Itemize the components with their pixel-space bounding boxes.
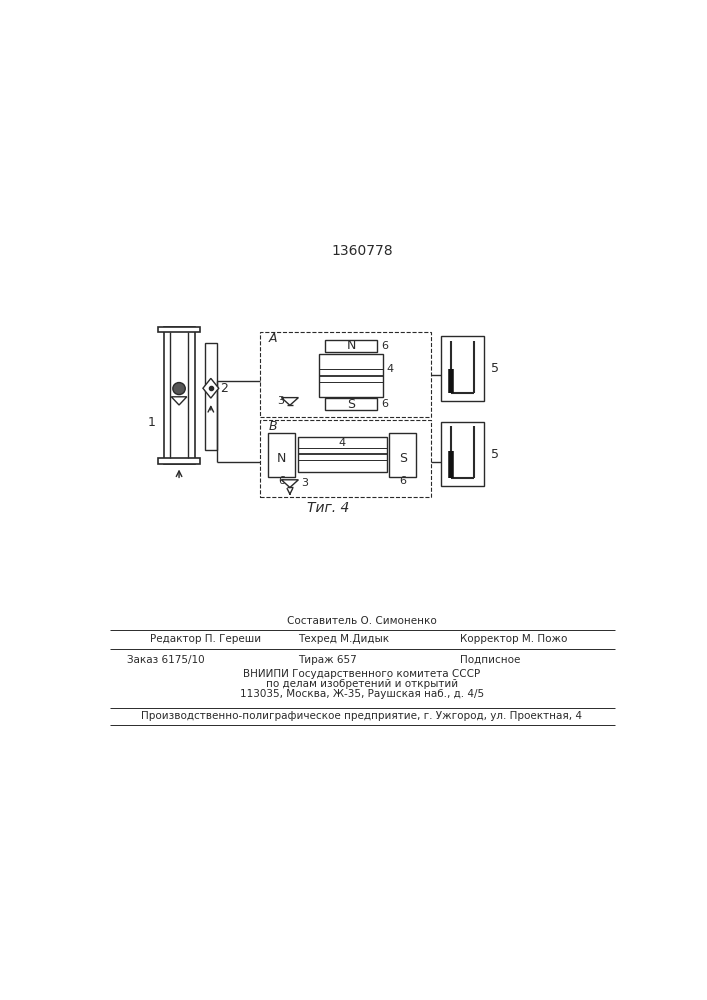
Text: Производственно-полиграфическое предприятие, г. Ужгород, ул. Проектная, 4: Производственно-полиграфическое предприя… — [141, 711, 583, 721]
Text: 4: 4 — [339, 438, 346, 448]
Bar — [320, 354, 383, 397]
Text: 113035, Москва, Ж-35, Раушская наб., д. 4/5: 113035, Москва, Ж-35, Раушская наб., д. … — [240, 689, 484, 699]
Bar — [298, 437, 387, 472]
Text: 6: 6 — [381, 341, 388, 351]
Text: Подписное: Подписное — [460, 655, 521, 665]
Text: S: S — [347, 398, 355, 411]
Text: 3: 3 — [300, 478, 308, 488]
Bar — [441, 422, 484, 486]
Text: N: N — [346, 339, 356, 352]
Text: Составитель О. Симоненко: Составитель О. Симоненко — [287, 616, 437, 626]
Bar — [268, 433, 296, 477]
Text: N: N — [277, 452, 286, 465]
Text: Техред М.Дидык: Техред М.Дидык — [298, 634, 389, 644]
Text: 6: 6 — [279, 476, 285, 486]
Bar — [158, 458, 200, 464]
Text: Корректор М. Пожо: Корректор М. Пожо — [460, 634, 568, 644]
Bar — [441, 336, 484, 401]
Text: A: A — [268, 332, 276, 345]
Bar — [158, 327, 200, 332]
Text: 1: 1 — [148, 416, 156, 429]
Text: Заказ 6175/10: Заказ 6175/10 — [127, 655, 205, 665]
Bar — [204, 343, 217, 450]
Polygon shape — [171, 397, 187, 405]
Ellipse shape — [173, 383, 185, 395]
Polygon shape — [281, 480, 298, 487]
Text: B: B — [268, 420, 277, 433]
Polygon shape — [203, 378, 218, 398]
Text: 2: 2 — [220, 382, 228, 395]
Text: 5: 5 — [491, 448, 499, 461]
Bar — [260, 420, 431, 497]
Text: 4: 4 — [387, 364, 394, 374]
Bar — [389, 433, 416, 477]
Text: Редактор П. Гереши: Редактор П. Гереши — [151, 634, 262, 644]
Text: 5: 5 — [491, 362, 499, 375]
Text: 6: 6 — [381, 399, 388, 409]
Bar — [163, 327, 194, 464]
Text: Тираж 657: Тираж 657 — [298, 655, 356, 665]
Text: 1360778: 1360778 — [331, 244, 393, 258]
Text: Τиг. 4: Τиг. 4 — [308, 501, 350, 515]
Bar — [260, 332, 431, 417]
Text: 3: 3 — [277, 396, 284, 406]
Text: ВНИИПИ Государственного комитета СССР: ВНИИПИ Государственного комитета СССР — [243, 669, 481, 679]
Bar — [325, 340, 378, 352]
Bar — [325, 398, 378, 410]
Text: 6: 6 — [399, 476, 406, 486]
Polygon shape — [281, 398, 298, 405]
Text: S: S — [399, 452, 407, 465]
Text: по делам изобретений и открытий: по делам изобретений и открытий — [266, 679, 458, 689]
